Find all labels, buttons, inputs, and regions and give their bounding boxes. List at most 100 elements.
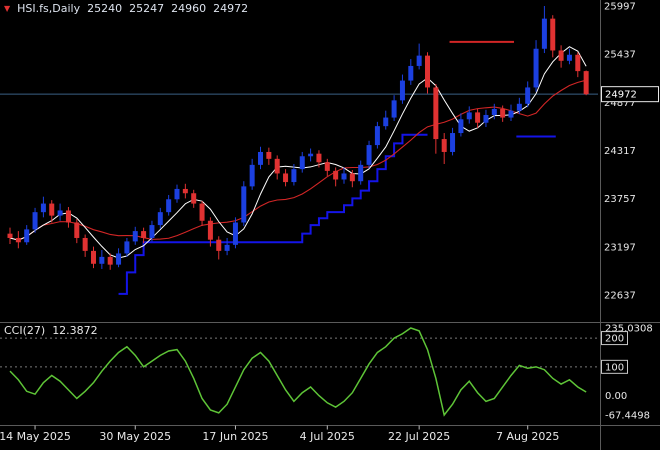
candle-body [533,48,539,88]
candle-body [299,156,305,170]
candle-body [157,212,163,226]
date-axis-label: 30 May 2025 [99,430,171,443]
main-chart [0,6,598,295]
candle-body [425,55,430,88]
candle-body [207,220,213,240]
candle-body [65,210,71,223]
ma-slow-line [9,79,587,241]
candle-body [516,103,522,111]
candle-body [566,54,572,61]
candle-body [141,231,147,238]
candle-body [57,210,63,216]
candle-body [232,222,238,245]
date-axis-label: 22 Jul 2025 [388,430,450,443]
price-axis-label: 25997 [604,2,636,13]
candles-group [7,6,589,270]
candle-body [24,229,30,243]
candle-body [291,169,297,183]
candle-body [249,164,255,187]
candle-body [391,100,397,118]
candle-body [324,162,330,171]
candle-body [107,256,113,265]
candle-body [508,110,514,118]
price-direction-icon: ▼ [4,3,11,13]
candle-body [283,173,289,183]
candle-body [399,80,405,101]
cci-axis-label: 100 [605,362,624,373]
candle-body [466,112,472,120]
current-price-tag [601,86,659,103]
ma-fast-line [9,46,587,259]
candle-body [333,170,339,180]
candle-body [266,151,272,159]
candle-body [349,173,355,182]
candle-body [99,256,105,264]
candle-body [174,188,180,200]
candle-body [383,117,389,127]
cci-level-tag [601,359,628,374]
cci-axis-label: 235.0308 [605,324,653,335]
candle-body [182,188,188,194]
current-price-tag-label: 24972 [605,90,637,101]
indicator-label: CCI(27) 12.3872 [4,324,98,337]
candle-body [216,239,222,251]
candle-body [575,54,581,72]
candle-body [541,18,547,49]
cci-level-tag [601,331,628,346]
candle-body [166,199,172,213]
candle-body [15,237,21,243]
candle-body [583,71,589,95]
date-axis-label: 7 Aug 2025 [496,430,559,443]
date-axis-label: 4 Jul 2025 [300,430,355,443]
candle-body [49,203,55,216]
price-axis-label: 23197 [604,242,636,253]
ohlc-close: 24972 [213,2,249,15]
candle-body [82,237,88,251]
indicator-value: 12.3872 [52,324,98,337]
cci-line [9,327,587,417]
indicator-name: CCI(27) [4,324,46,337]
candle-body [450,133,456,152]
candle-body [491,108,497,115]
candle-body [341,173,347,180]
cci-axis-label: 200 [605,334,624,345]
symbol-timeframe-label: HSI.fs,Daily [17,2,81,15]
candle-body [91,250,96,264]
candle-body [149,225,155,238]
price-axis-label: 25437 [604,50,636,61]
candle-body [40,203,46,213]
candle-body [224,244,230,251]
ohlc-open: 25240 [87,2,123,15]
date-axis-label: 14 May 2025 [0,430,71,443]
candle-body [241,186,247,223]
candle-body [441,139,447,152]
candle-body [7,233,13,238]
candle-body [32,212,38,230]
candle-body [191,193,197,204]
candle-body [258,151,263,165]
candle-body [483,114,489,123]
candle-body [308,153,314,157]
candle-body [458,119,464,134]
price-axis-label: 24317 [604,146,636,157]
candle-body [416,55,422,66]
ohlc-high: 25247 [129,2,165,15]
candle-body [366,145,372,165]
candle-body [525,87,531,104]
candle-body [124,241,130,254]
candle-body [433,87,439,140]
price-axis-label: 22637 [604,291,636,302]
ohlc-low: 24960 [171,2,207,15]
candle-body [550,18,556,51]
price-axis-label: 24877 [604,98,636,109]
cci-axis-label: -67.4498 [605,411,650,422]
date-axis-label: 17 Jun 2025 [202,430,268,443]
candle-body [374,126,380,146]
candle-body [132,231,138,242]
candle-body [199,203,205,221]
candle-body [358,164,364,182]
